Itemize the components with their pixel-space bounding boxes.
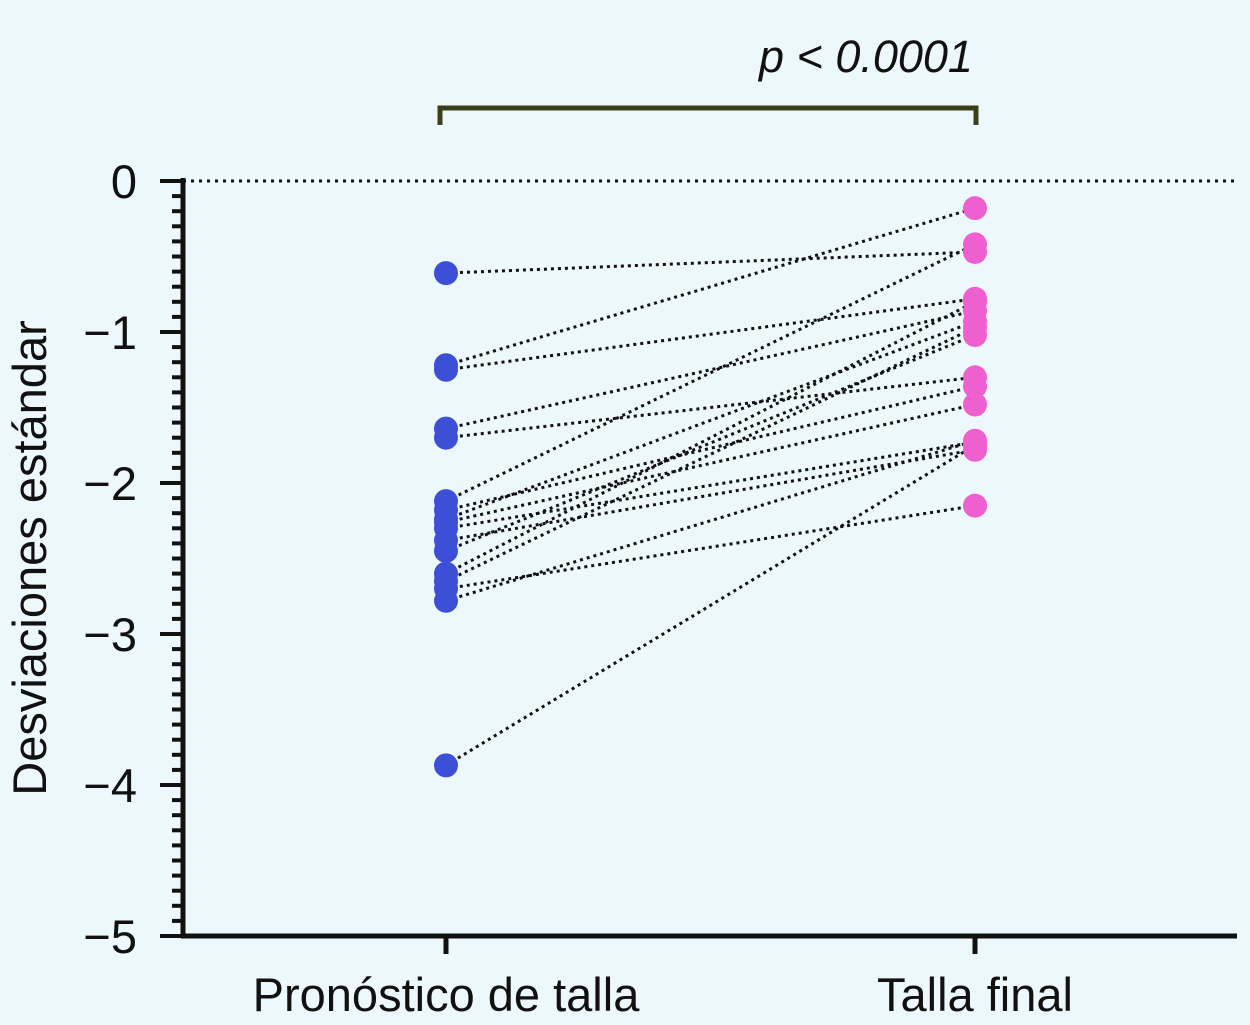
point-before bbox=[434, 588, 458, 613]
pair-line bbox=[445, 206, 976, 367]
pair-line bbox=[445, 443, 976, 767]
y-tick-label: −4 bbox=[83, 759, 137, 812]
p-value-annotation: p < 0.0001 bbox=[757, 31, 973, 82]
point-before bbox=[434, 753, 458, 778]
point-before bbox=[434, 261, 458, 286]
y-tick-label: −2 bbox=[83, 457, 137, 510]
point-before bbox=[434, 425, 458, 450]
point-after bbox=[963, 392, 987, 417]
y-axis: 0 −1 −2 −3 −4 −5 bbox=[83, 155, 186, 963]
y-axis-label: Desviaciones estándar bbox=[3, 320, 56, 796]
significance-bracket: p < 0.0001 bbox=[437, 31, 979, 125]
pair-line bbox=[445, 375, 976, 440]
y-ticks: 0 −1 −2 −3 −4 −5 bbox=[83, 155, 183, 963]
y-tick-label: −1 bbox=[83, 306, 137, 359]
y-tick-label: 0 bbox=[111, 155, 137, 208]
pair-line bbox=[445, 440, 976, 530]
point-after bbox=[963, 433, 987, 458]
bracket-line bbox=[437, 105, 979, 125]
pair-line bbox=[445, 309, 976, 431]
pair-line bbox=[445, 504, 976, 591]
x-tick-label-after: Talla final bbox=[877, 968, 1073, 1021]
point-after bbox=[963, 315, 987, 340]
pair-line bbox=[445, 300, 976, 575]
points bbox=[434, 196, 987, 778]
point-before bbox=[434, 538, 458, 563]
x-axis: Pronóstico de talla Talla final bbox=[181, 933, 1237, 1021]
x-tick-label-before: Pronóstico de talla bbox=[253, 968, 641, 1021]
point-after bbox=[963, 374, 987, 399]
point-after bbox=[963, 232, 987, 257]
point-after bbox=[963, 289, 987, 314]
pair-line bbox=[445, 320, 976, 521]
y-tick-label: −3 bbox=[83, 608, 137, 661]
pair-line bbox=[445, 448, 976, 542]
point-after bbox=[963, 493, 987, 518]
y-tick-label: −5 bbox=[83, 910, 137, 963]
point-after bbox=[963, 196, 987, 221]
pair-line bbox=[445, 439, 976, 603]
pair-lines bbox=[445, 206, 976, 767]
pair-line bbox=[445, 250, 976, 275]
pair-line bbox=[445, 333, 976, 553]
pair-line bbox=[445, 297, 976, 372]
point-before bbox=[434, 357, 458, 382]
